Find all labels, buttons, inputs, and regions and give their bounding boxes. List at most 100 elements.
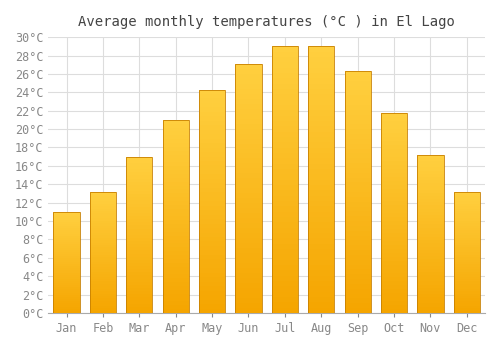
Bar	[90, 194, 116, 196]
Bar	[90, 245, 116, 247]
Bar	[199, 90, 225, 94]
Bar	[381, 185, 407, 189]
Bar	[54, 230, 80, 232]
Bar	[418, 278, 444, 281]
Bar	[381, 128, 407, 133]
Bar	[454, 279, 480, 281]
Bar	[199, 232, 225, 237]
Bar	[162, 120, 189, 124]
Bar	[54, 240, 80, 242]
Title: Average monthly temperatures (°C ) in El Lago: Average monthly temperatures (°C ) in El…	[78, 15, 455, 29]
Bar	[418, 190, 444, 193]
Bar	[90, 296, 116, 299]
Bar	[90, 191, 116, 194]
Bar	[236, 104, 262, 108]
Bar	[162, 278, 189, 282]
Bar	[236, 148, 262, 154]
Bar	[90, 235, 116, 238]
Bar	[344, 148, 370, 153]
Bar	[344, 197, 370, 202]
Bar	[418, 259, 444, 262]
Bar	[162, 271, 189, 274]
Bar	[54, 220, 80, 222]
Bar	[418, 310, 444, 313]
Bar	[90, 206, 116, 209]
Bar	[199, 94, 225, 98]
Bar	[344, 86, 370, 91]
Bar	[308, 238, 334, 244]
Bar	[199, 166, 225, 170]
Bar	[126, 257, 152, 260]
Bar	[308, 297, 334, 302]
Bar	[162, 282, 189, 286]
Bar	[344, 202, 370, 206]
Bar	[344, 274, 370, 279]
Bar	[344, 294, 370, 299]
Bar	[454, 191, 480, 194]
Bar	[381, 149, 407, 153]
Bar	[236, 243, 262, 248]
Bar	[454, 201, 480, 204]
Bar	[54, 238, 80, 240]
Bar	[418, 291, 444, 294]
Bar	[272, 89, 298, 94]
Bar	[418, 297, 444, 300]
Bar	[272, 270, 298, 276]
Bar	[199, 179, 225, 183]
Bar	[54, 293, 80, 295]
Bar	[236, 168, 262, 173]
Bar	[344, 129, 370, 134]
Bar	[90, 252, 116, 255]
Bar	[454, 276, 480, 279]
Bar	[381, 285, 407, 289]
Bar	[272, 57, 298, 62]
Bar	[308, 73, 334, 78]
Bar	[54, 212, 80, 214]
Bar	[126, 269, 152, 272]
Bar	[272, 206, 298, 212]
Bar	[308, 62, 334, 68]
Bar	[418, 174, 444, 177]
Bar	[54, 252, 80, 254]
Bar	[199, 295, 225, 300]
Bar	[199, 255, 225, 259]
Bar	[162, 251, 189, 255]
Bar	[381, 136, 407, 141]
Bar	[90, 218, 116, 221]
Bar	[308, 132, 334, 137]
Bar	[344, 308, 370, 313]
Bar	[308, 201, 334, 206]
Bar	[54, 224, 80, 226]
Bar	[418, 196, 444, 199]
Bar	[199, 228, 225, 232]
Bar	[90, 274, 116, 276]
Bar	[199, 219, 225, 224]
Bar	[90, 223, 116, 226]
Bar	[272, 52, 298, 57]
Bar	[308, 302, 334, 308]
Bar	[126, 194, 152, 197]
Bar	[418, 253, 444, 256]
Bar	[272, 286, 298, 292]
Bar	[308, 110, 334, 116]
Bar	[54, 226, 80, 228]
Bar	[199, 224, 225, 228]
Bar	[199, 215, 225, 219]
Bar	[308, 308, 334, 313]
Bar	[126, 213, 152, 216]
Bar	[162, 147, 189, 151]
Bar	[236, 139, 262, 143]
Bar	[272, 116, 298, 121]
Bar	[454, 247, 480, 250]
Bar	[344, 71, 370, 313]
Bar	[54, 258, 80, 260]
Bar	[308, 137, 334, 142]
Bar	[454, 233, 480, 235]
Bar	[308, 196, 334, 201]
Bar	[344, 134, 370, 139]
Bar	[308, 52, 334, 57]
Bar	[418, 256, 444, 259]
Bar	[236, 288, 262, 293]
Bar	[199, 201, 225, 206]
Bar	[381, 112, 407, 117]
